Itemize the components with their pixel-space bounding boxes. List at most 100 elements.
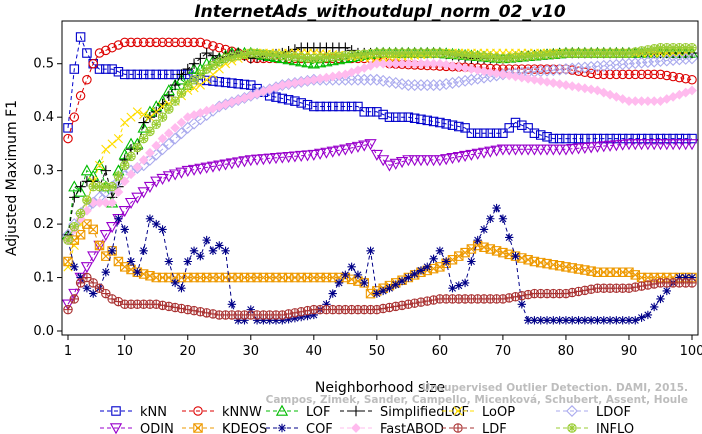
series-inflo-point (233, 50, 243, 61)
series-cof-point (517, 300, 527, 309)
series-knnw-point (208, 41, 218, 51)
series-knn-point (214, 77, 225, 87)
legend-marker (453, 406, 463, 416)
series-ldof-point (591, 60, 604, 73)
chart-title: InternetAds_withoutdupl_norm_02_v10 (194, 2, 566, 22)
series-odin-point (339, 144, 352, 156)
series-fastabod-point (573, 82, 584, 93)
series-fastabod-point (617, 94, 628, 104)
series-cof-point (221, 246, 230, 256)
legend-item-ldf: LDF (442, 422, 507, 434)
series-inflo-point (195, 69, 206, 80)
series-cof-point (240, 316, 249, 325)
series-cof-point (505, 233, 514, 242)
series-ldof-point (648, 55, 661, 68)
legend-item-inflo: INFLO (556, 422, 634, 434)
series-knn-point (246, 80, 256, 90)
x-tick-label: 70 (495, 344, 512, 359)
series-odin-point (408, 155, 421, 167)
series-ldof-point (446, 76, 459, 89)
series-fastabod-point (157, 133, 168, 144)
series-knn-point (491, 128, 502, 138)
series-inflo-point (157, 112, 168, 122)
series-knn-point (384, 112, 395, 122)
series-ldf-point (94, 283, 105, 294)
series-odin-point (603, 140, 617, 152)
series-cof-point (624, 316, 634, 325)
series-odin-point (553, 144, 566, 156)
series-loop-point (120, 117, 130, 128)
series-knn-point (126, 69, 136, 80)
series-ldf-point (510, 292, 521, 302)
series-odin-point (503, 144, 516, 156)
series-fastabod-point (542, 76, 552, 87)
series-cof-point (460, 278, 470, 288)
series-loop-point (113, 133, 124, 144)
series-cof-point (385, 284, 394, 293)
series-fastabod-point (586, 84, 597, 95)
legend-label: LOF (306, 405, 331, 420)
series-knn-point (403, 112, 414, 122)
series-knnw-point (157, 37, 168, 48)
series-knn-point (409, 113, 420, 124)
series-inflo (63, 42, 697, 245)
series-cof-point (681, 273, 690, 282)
series-knnw-point (649, 69, 659, 80)
series-odin-point (351, 141, 365, 153)
series-cof-point (183, 257, 192, 266)
series-fastabod-point (498, 69, 508, 80)
series-odin-point (458, 150, 472, 163)
series-inflo-point (145, 126, 155, 137)
series-knn-point (309, 101, 319, 112)
series-inflo-point (170, 96, 180, 106)
y-tick-label: 0.1 (33, 271, 54, 286)
series-cof-point (435, 246, 445, 256)
legend-label: COF (306, 422, 333, 434)
series-odin-point (320, 147, 333, 159)
series-odin-point (660, 139, 673, 151)
series-odin-point (648, 139, 661, 151)
series-loop-point (214, 64, 224, 74)
series-odin-point (465, 149, 478, 161)
series-cof-point (164, 257, 174, 266)
series-odin-point (80, 262, 94, 274)
series-knnw-point (170, 37, 180, 48)
series-ldof-point (654, 55, 667, 68)
series-cof-point (448, 284, 457, 293)
series-ldf-point (277, 310, 288, 320)
series-ldf-point (643, 280, 653, 290)
series-cof-point (76, 273, 85, 282)
series-kdeos-point (466, 244, 477, 254)
series-simplifiedlof-point (75, 181, 86, 192)
legend: kNN kNNW LOF SimplifiedLOF LoOP LDOF ODIN KDEOS… (100, 404, 634, 434)
series-cof-point (233, 316, 243, 325)
series-ldf-point (302, 305, 313, 316)
series-ldf-point (580, 285, 590, 296)
series-fastabod-point (605, 89, 615, 100)
series-knn-point (542, 132, 552, 142)
series-knn-point (145, 69, 155, 80)
series-odin-point (641, 139, 655, 151)
series-fastabod-point (529, 74, 540, 85)
series-knnw-point (132, 37, 143, 48)
series-ldof-point (673, 53, 686, 66)
legend-item-cof: COF (266, 422, 333, 434)
series-cof-point (441, 257, 451, 266)
series-knn-point (239, 79, 250, 90)
series-knn-point (321, 101, 332, 112)
series-cof-point (574, 316, 583, 325)
series-odin-point (484, 146, 497, 158)
series-ldof-point (465, 73, 478, 86)
series-kdeos-line (67, 223, 692, 295)
series-odin-point (194, 163, 207, 175)
series-odin-point (105, 222, 119, 234)
series-knn-point (164, 69, 174, 80)
series-knnw-point (630, 69, 641, 80)
series-fastabod-point (170, 122, 181, 133)
series-ldof-point (578, 61, 591, 74)
series-knn-point (611, 133, 622, 144)
series-cof-point (479, 225, 489, 234)
series-cof-point (259, 316, 268, 325)
series-simplifiedlof-point (138, 117, 149, 128)
series-ldf-point (416, 297, 426, 307)
